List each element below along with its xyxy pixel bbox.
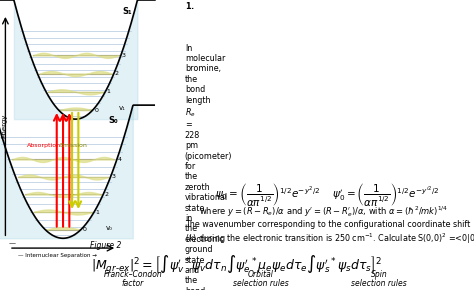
- Text: 0: 0: [94, 108, 98, 113]
- Text: Absorption: Absorption: [27, 143, 61, 148]
- Text: 2: 2: [115, 71, 119, 76]
- Text: 4: 4: [118, 157, 122, 162]
- Text: $|M_{gr\text{-}ex}|^2 = \left[\int \psi_v'^* \psi_v d\tau_n\int \psi_e'^* \mu_e : $|M_{gr\text{-}ex}|^2 = \left[\int \psi_…: [91, 254, 383, 276]
- Text: 3: 3: [122, 53, 126, 58]
- Text: 0: 0: [82, 227, 86, 232]
- Text: The wavenumber corresponding to the configurational coordinate shift
($k$) durin: The wavenumber corresponding to the conf…: [185, 220, 474, 246]
- Text: $\mathbf{1.}$    In molecular bromine, the bond length $R_e$ = 228 pm (picometer: $\mathbf{1.}$ In molecular bromine, the …: [185, 0, 243, 290]
- Text: v₀: v₀: [106, 224, 113, 231]
- Text: selection rules: selection rules: [233, 279, 289, 288]
- Text: v₁: v₁: [119, 105, 126, 111]
- Text: $\psi_0 = \left(\dfrac{1}{\alpha\pi^{1/2}}\right)^{1/2} e^{-y^2/2}$    $\psi_0' : $\psi_0 = \left(\dfrac{1}{\alpha\pi^{1/2…: [215, 181, 439, 208]
- Text: S₀: S₀: [108, 116, 118, 125]
- Text: —: —: [9, 240, 16, 246]
- Text: Energy: Energy: [1, 114, 7, 138]
- Text: 3: 3: [111, 175, 115, 180]
- Text: 1: 1: [107, 89, 110, 94]
- Text: Orbital: Orbital: [248, 270, 273, 279]
- Text: Figure 2: Figure 2: [90, 241, 121, 250]
- Text: — Internuclear Separation →: — Internuclear Separation →: [18, 253, 97, 258]
- Text: where $y = (R - R_e)/\alpha$ and $y' = (R - R_e')/\alpha$, with $\alpha = (\hbar: where $y = (R - R_e)/\alpha$ and $y' = (…: [199, 204, 448, 219]
- Text: Franck–Condon: Franck–Condon: [103, 270, 162, 279]
- Text: Spin: Spin: [371, 270, 388, 279]
- Text: 1: 1: [95, 209, 99, 215]
- Text: Emission: Emission: [59, 143, 87, 148]
- Text: selection rules: selection rules: [351, 279, 407, 288]
- Text: factor: factor: [122, 279, 144, 288]
- Text: 2: 2: [104, 192, 108, 197]
- Text: S₁: S₁: [122, 7, 132, 16]
